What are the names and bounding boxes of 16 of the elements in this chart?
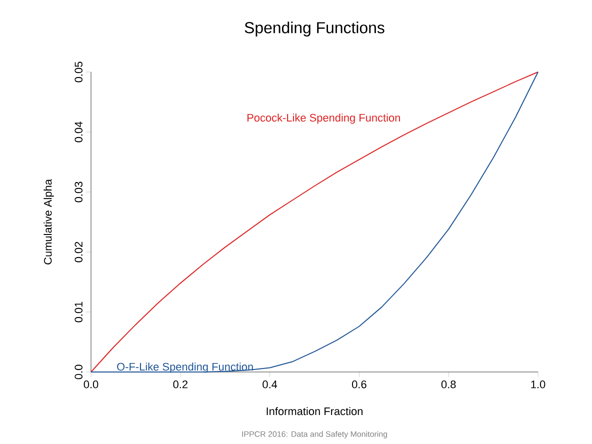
y-tick-label: 0.04 <box>74 122 82 142</box>
x-tick-label: 1.0 <box>531 380 546 388</box>
x-axis-title: Information Fraction <box>266 407 362 416</box>
y-tick-label: 0.02 <box>74 242 82 262</box>
x-tick-label: 0.4 <box>262 380 278 388</box>
x-tick-label: 0.2 <box>173 380 188 388</box>
series-label: O-F-Like Spending Function <box>117 362 253 373</box>
chart-title: Spending Functions <box>244 22 384 36</box>
y-tick-label: 0.03 <box>74 182 82 202</box>
x-tick-label: 0.8 <box>441 380 456 388</box>
y-axis-title: Cumulative Alpha <box>44 179 54 264</box>
series-label: Pocock-Like Spending Function <box>247 114 400 124</box>
y-tick-label: 0.01 <box>74 302 82 322</box>
x-tick-label: 0.0 <box>84 380 98 388</box>
y-tick-label: 0.05 <box>74 62 82 82</box>
x-tick-label: 0.6 <box>352 380 366 388</box>
